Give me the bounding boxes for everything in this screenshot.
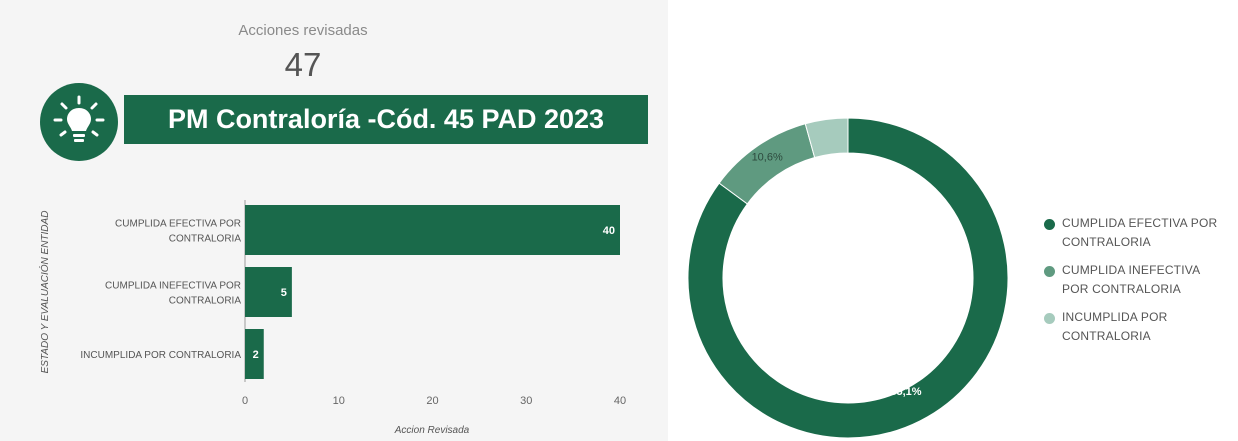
- legend-swatch: [1044, 219, 1055, 230]
- legend-label: CONTRALORIA: [1062, 329, 1151, 343]
- bar: [245, 329, 264, 379]
- category-label: CUMPLIDA INEFECTIVA POR: [105, 281, 241, 292]
- x-tick-label: 20: [426, 395, 438, 407]
- legend-swatch: [1044, 313, 1055, 324]
- x-tick-label: 40: [614, 395, 626, 407]
- legend-label: CONTRALORIA: [1062, 235, 1151, 249]
- legend-label: CUMPLIDA EFECTIVA POR: [1062, 216, 1218, 230]
- category-label: INCUMPLIDA POR CONTRALORIA: [80, 350, 241, 361]
- kpi-label: Acciones revisadas: [238, 22, 368, 39]
- category-label: CONTRALORIA: [169, 296, 242, 307]
- page-title: PM Contraloría -Cód. 45 PAD 2023: [124, 95, 648, 144]
- slice-label: 85,1%: [890, 386, 921, 398]
- legend-item: CUMPLIDA EFECTIVA POR CONTRALORIA: [1040, 214, 1238, 252]
- left-panel: Acciones revisadas 47 PM Contraloría -Có…: [38, 22, 648, 436]
- legend-swatch: [1044, 266, 1055, 277]
- right-panel: 85,1% 10,6% CUMPLIDA EFECTIVA POR CONTRALO…: [668, 0, 1238, 441]
- donut-slice: [687, 117, 1009, 439]
- legend-item: CUMPLIDA INEFECTIVA POR CONTRALORIA: [1040, 261, 1238, 299]
- donut-slice: [718, 123, 816, 205]
- chart-legend: CUMPLIDA EFECTIVA POR CONTRALORIA CUMPLIDA…: [1040, 214, 1238, 355]
- x-axis-label: Accion Revisada: [394, 425, 470, 436]
- kpi-value: 47: [284, 46, 322, 83]
- bar-chart: 40 CUMPLIDA EFECTIVA POR CONTRALORIA 5 CUMPL…: [38, 200, 626, 436]
- x-tick-label: 0: [242, 395, 248, 407]
- category-label: CUMPLIDA EFECTIVA POR: [115, 219, 241, 230]
- donut-chart: 85,1% 10,6%: [687, 117, 1009, 439]
- bar: [245, 205, 620, 255]
- bar-value-label: 2: [253, 349, 259, 361]
- x-tick-label: 30: [520, 395, 532, 407]
- legend-label: POR CONTRALORIA: [1062, 282, 1182, 296]
- legend-label: INCUMPLIDA POR: [1062, 310, 1168, 324]
- slice-label: 10,6%: [752, 152, 783, 164]
- lightbulb-icon: [40, 83, 118, 161]
- bar-value-label: 5: [281, 287, 287, 299]
- bar-value-label: 40: [603, 225, 615, 237]
- donut-slice: [804, 117, 849, 159]
- legend-item: INCUMPLIDA POR CONTRALORIA: [1040, 308, 1238, 346]
- y-axis-label: ESTADO Y EVALUACIÓN ENTIDAD: [38, 211, 51, 374]
- x-tick-label: 10: [333, 395, 345, 407]
- bar: [245, 267, 292, 317]
- category-label: CONTRALORIA: [169, 234, 242, 245]
- legend-label: CUMPLIDA INEFECTIVA: [1062, 263, 1201, 277]
